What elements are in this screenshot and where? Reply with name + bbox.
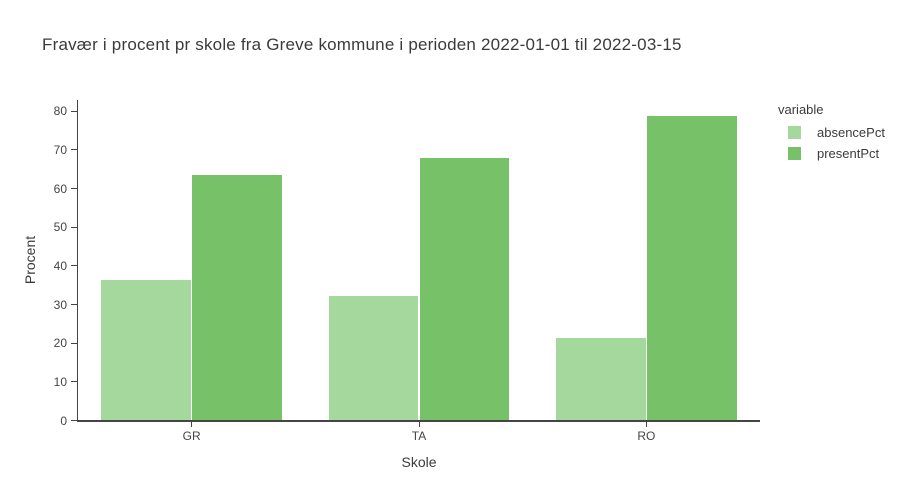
y-tick-label: 0 [60,413,67,428]
bar-presentPct-GR[interactable] [192,174,283,420]
x-tick-label-RO: RO [637,429,656,443]
y-tick-label: 70 [53,142,67,157]
y-tick-label: 40 [53,258,67,273]
y-tick-label: 60 [53,181,67,196]
y-tick-label: 50 [53,220,67,235]
x-tick-label-GR: GR [182,429,201,443]
legend-label-absencePct: absencePct [817,125,885,140]
x-axis-line [76,420,760,422]
x-tick-mark [645,421,647,427]
legend-item-absencePct[interactable]: absencePct [775,125,885,140]
y-axis-title: Procent [22,235,38,285]
y-tick-mark [70,110,77,112]
legend-swatch-absencePct [788,126,801,139]
legend-item-presentPct[interactable]: presentPct [775,146,885,161]
y-tick-mark [70,381,77,383]
y-tick-mark [70,188,77,190]
bar-absencePct-RO[interactable] [555,338,646,420]
bar-presentPct-TA[interactable] [419,157,510,420]
x-tick-mark [191,421,193,427]
x-tick-mark [418,421,420,427]
chart-title: Fravær i procent pr skole fra Greve komm… [42,35,682,54]
bar-absencePct-GR[interactable] [101,280,192,420]
legend-label-presentPct: presentPct [817,146,880,161]
bar-absencePct-TA[interactable] [328,296,419,420]
y-tick-label: 80 [53,104,67,119]
y-tick-mark [70,226,77,228]
bar-presentPct-RO[interactable] [646,115,737,420]
y-axis-line [76,100,78,422]
legend-title: variable [778,102,824,117]
x-tick-label-TA: TA [411,429,427,443]
y-tick-mark [70,342,77,344]
y-tick-mark [70,265,77,267]
legend: variable absencePct presentPct [775,102,885,167]
legend-swatch-presentPct [788,147,801,160]
y-tick-mark [70,304,77,306]
y-tick-label: 30 [53,297,67,312]
y-tick-mark [70,420,77,421]
y-tick-mark [70,149,77,151]
x-axis-title: Skole [401,454,437,470]
y-tick-label: 10 [53,374,67,389]
y-tick-label: 20 [53,336,67,351]
